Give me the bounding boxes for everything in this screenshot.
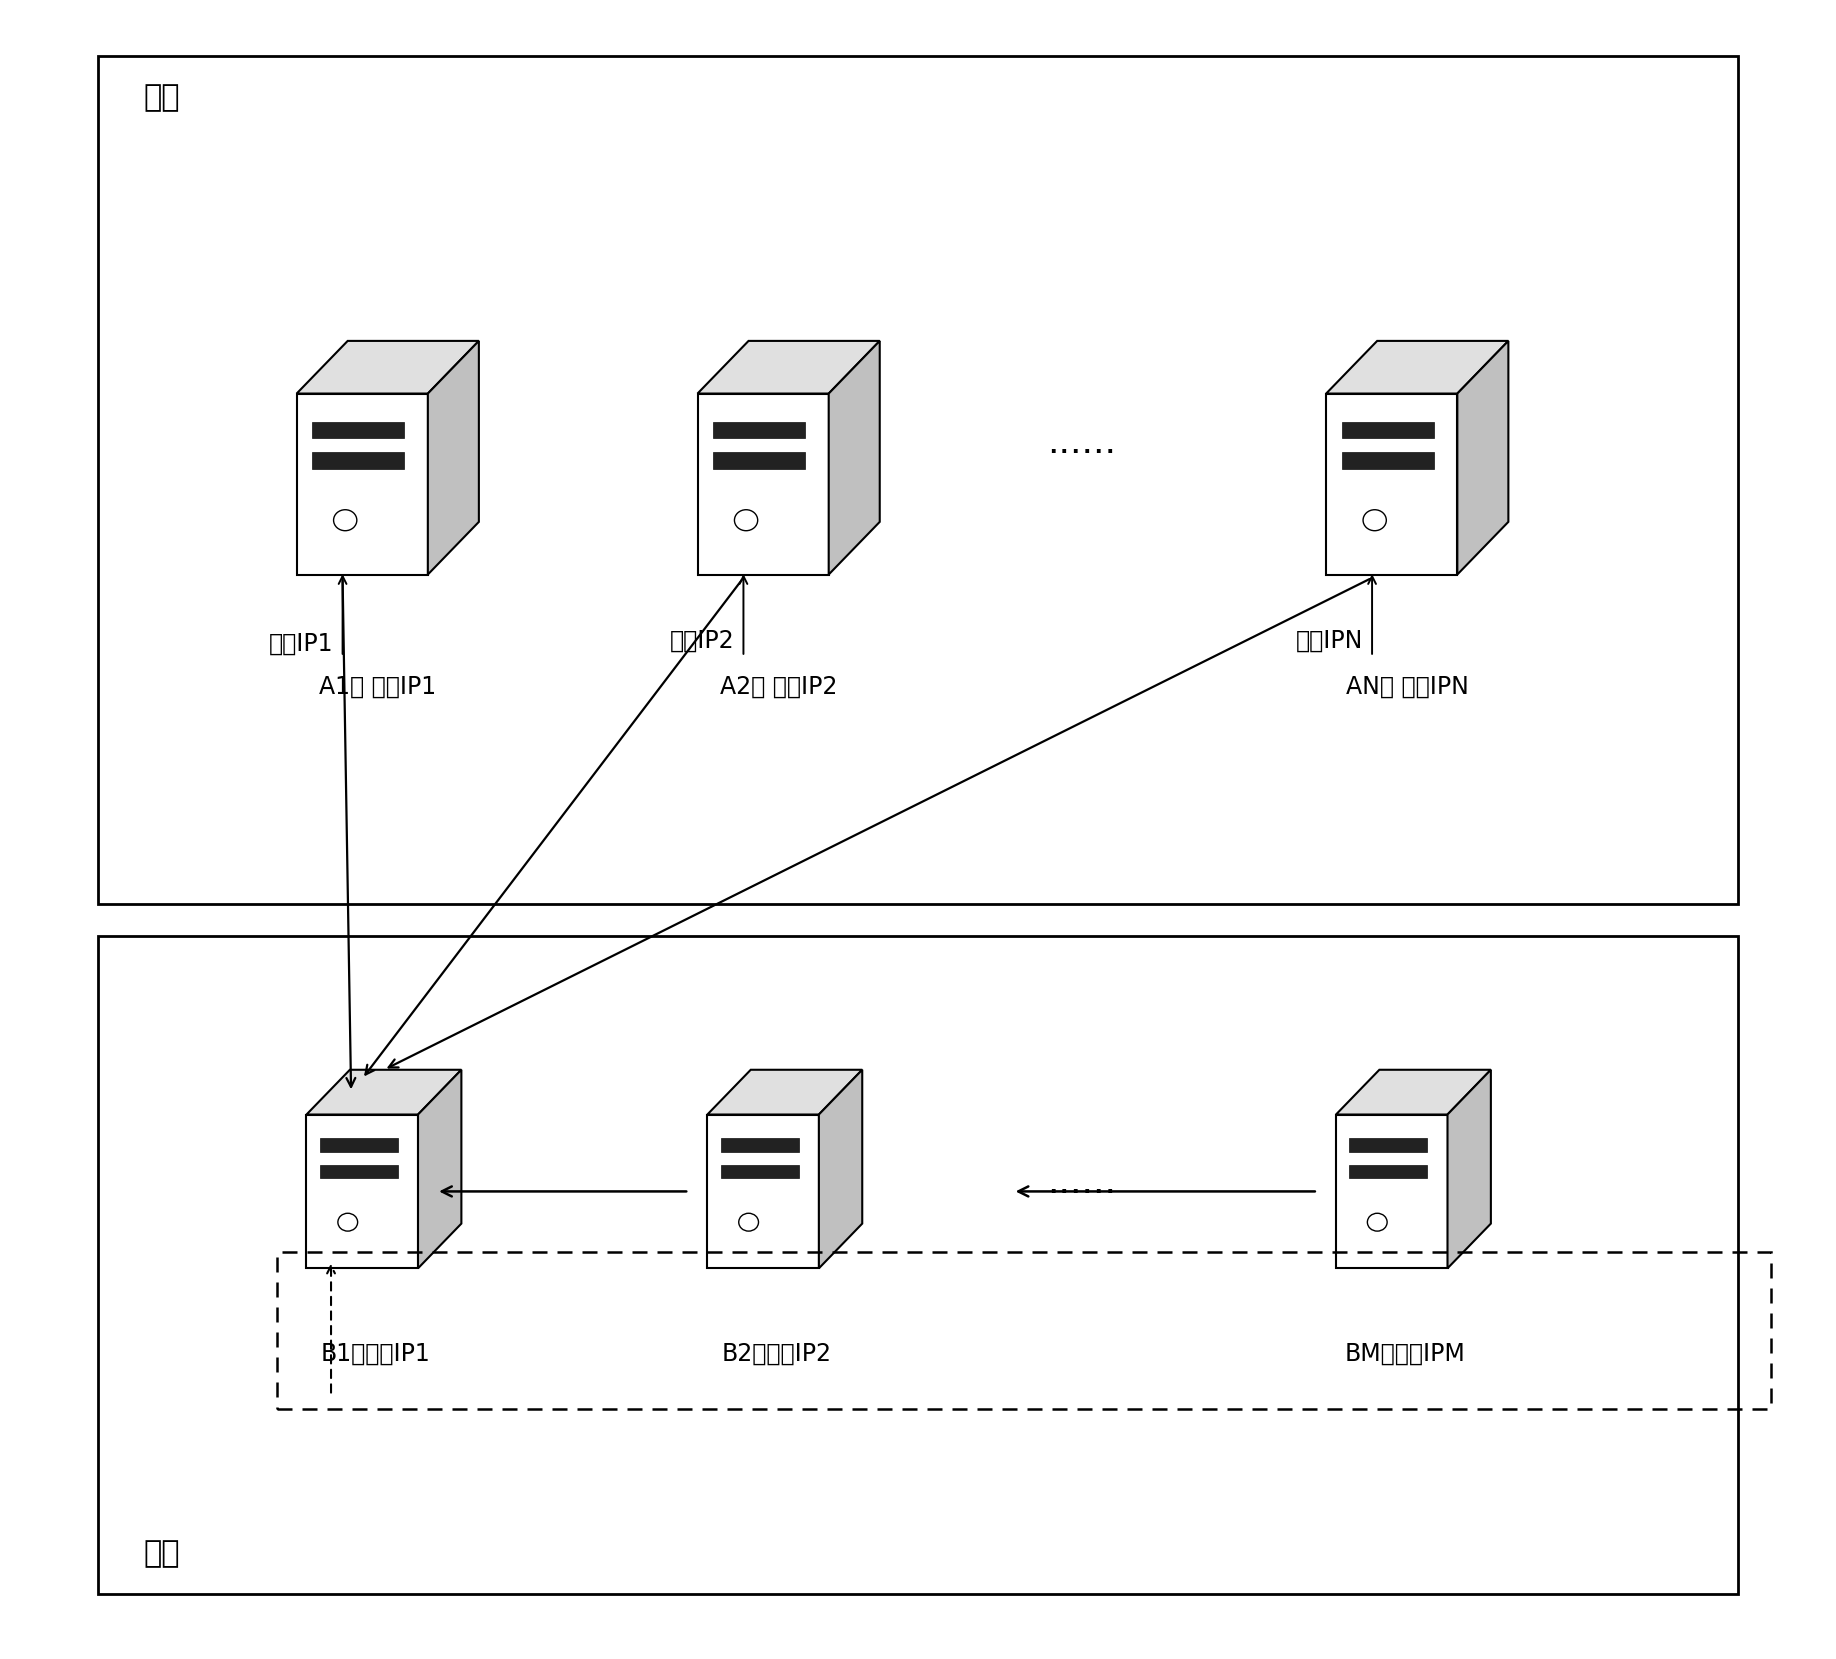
- Polygon shape: [1349, 1138, 1427, 1153]
- Polygon shape: [1342, 453, 1434, 468]
- Text: 偵控IP1: 偵控IP1: [268, 632, 334, 655]
- Polygon shape: [828, 340, 879, 574]
- Text: ......: ......: [1048, 426, 1116, 460]
- Text: 偵控IP2: 偵控IP2: [670, 629, 734, 652]
- Text: BM：备份IPM: BM：备份IPM: [1344, 1342, 1465, 1365]
- Polygon shape: [312, 421, 404, 438]
- Polygon shape: [1349, 1165, 1427, 1178]
- Text: AN： 服务IPN: AN： 服务IPN: [1346, 674, 1469, 698]
- Polygon shape: [712, 421, 806, 438]
- Text: B1：备份IP1: B1：备份IP1: [321, 1342, 430, 1365]
- Text: 主机: 主机: [143, 83, 180, 111]
- Text: 偵控IPN: 偵控IPN: [1296, 629, 1362, 652]
- Polygon shape: [307, 1070, 461, 1115]
- Circle shape: [738, 1213, 758, 1231]
- Polygon shape: [319, 1138, 398, 1153]
- Polygon shape: [722, 1165, 799, 1178]
- Polygon shape: [712, 453, 806, 468]
- Text: B2：备份IP2: B2：备份IP2: [722, 1342, 832, 1365]
- Text: 备机: 备机: [143, 1540, 180, 1568]
- Circle shape: [1368, 1213, 1388, 1231]
- FancyBboxPatch shape: [97, 936, 1739, 1594]
- Polygon shape: [1337, 1070, 1491, 1115]
- Polygon shape: [1337, 1115, 1447, 1269]
- Polygon shape: [698, 393, 828, 574]
- Polygon shape: [698, 340, 879, 393]
- Text: A1： 服务IP1: A1： 服务IP1: [319, 674, 437, 698]
- Circle shape: [734, 509, 758, 531]
- Polygon shape: [307, 1115, 419, 1269]
- Polygon shape: [312, 453, 404, 468]
- Polygon shape: [428, 340, 479, 574]
- Circle shape: [1362, 509, 1386, 531]
- Text: A2： 服务IP2: A2： 服务IP2: [720, 674, 837, 698]
- Polygon shape: [722, 1138, 799, 1153]
- Polygon shape: [319, 1165, 398, 1178]
- Circle shape: [334, 509, 356, 531]
- Polygon shape: [297, 340, 479, 393]
- Polygon shape: [707, 1115, 819, 1269]
- Polygon shape: [1458, 340, 1509, 574]
- FancyBboxPatch shape: [97, 56, 1739, 904]
- Text: ......: ......: [1048, 1166, 1116, 1199]
- Polygon shape: [1326, 340, 1509, 393]
- Polygon shape: [1326, 393, 1458, 574]
- Polygon shape: [1447, 1070, 1491, 1269]
- Polygon shape: [297, 393, 428, 574]
- Polygon shape: [707, 1070, 863, 1115]
- Polygon shape: [419, 1070, 461, 1269]
- Circle shape: [338, 1213, 358, 1231]
- Polygon shape: [819, 1070, 863, 1269]
- Polygon shape: [1342, 421, 1434, 438]
